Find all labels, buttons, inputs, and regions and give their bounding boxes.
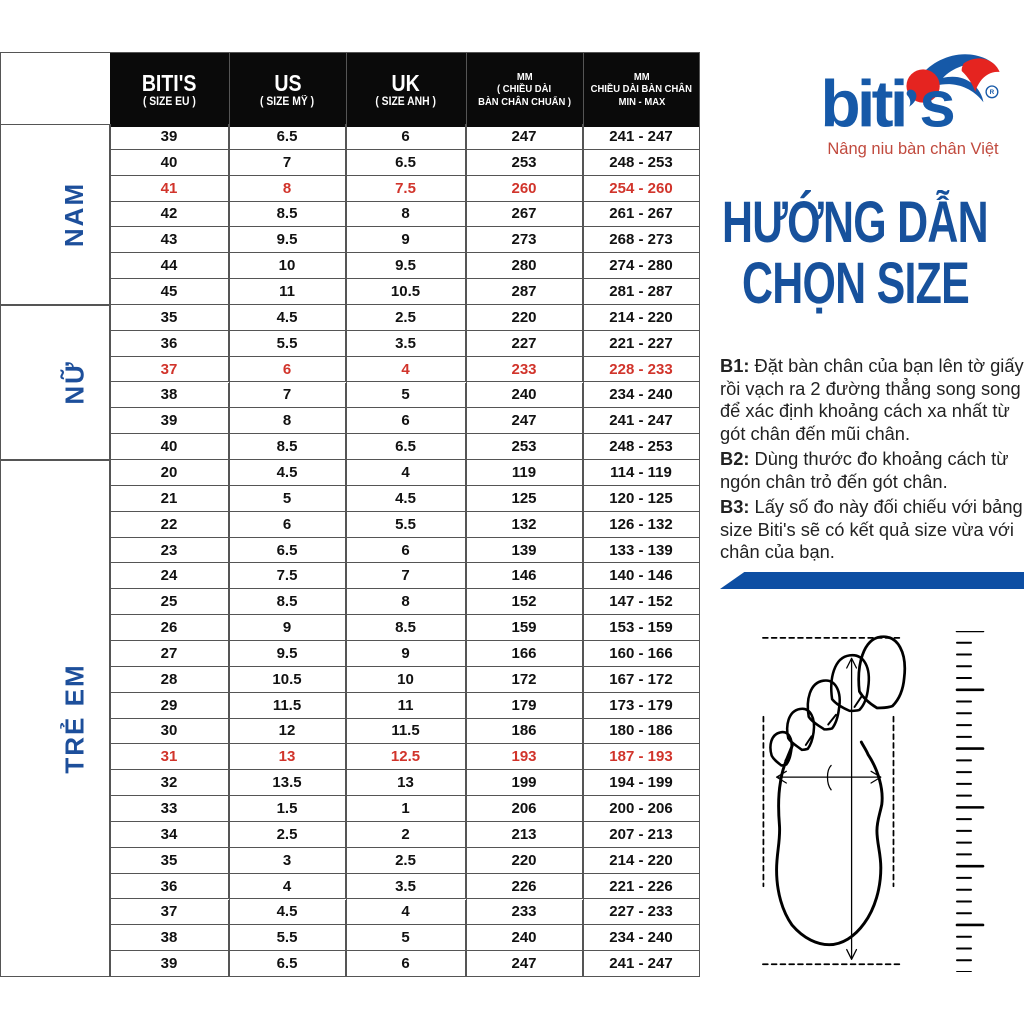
svg-text:biti s: biti s	[821, 68, 954, 141]
svg-text:R: R	[990, 89, 995, 96]
